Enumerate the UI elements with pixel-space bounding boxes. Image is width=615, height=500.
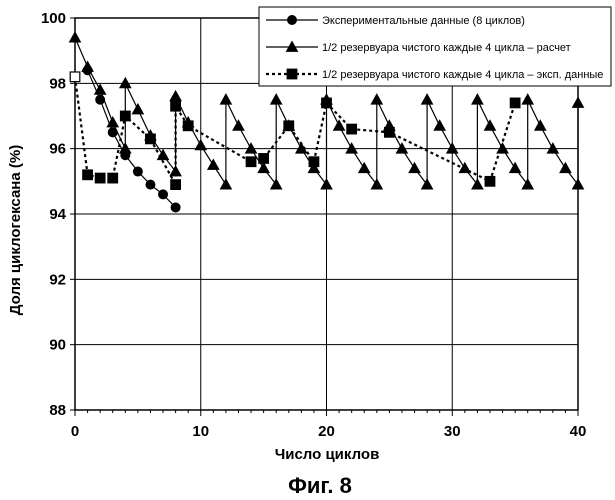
x-tick-label: 40 <box>570 423 587 440</box>
data-point-square <box>259 154 269 164</box>
data-point-triangle <box>170 91 181 101</box>
data-point-triangle <box>334 120 345 130</box>
data-point-circle <box>171 203 180 212</box>
series-1 <box>83 66 180 212</box>
data-point-triangle <box>522 94 533 104</box>
data-point-square <box>287 69 297 79</box>
data-point-circle <box>159 190 168 199</box>
data-point-triangle <box>371 94 382 104</box>
y-tick-label: 92 <box>49 271 66 288</box>
y-axis-title: Доля циклогексана (%) <box>7 145 24 315</box>
data-point-triangle <box>484 120 495 130</box>
data-point-triangle <box>82 62 93 72</box>
data-point-triangle <box>447 143 458 153</box>
x-tick-label: 10 <box>192 423 209 440</box>
data-point-square <box>385 128 395 138</box>
data-point-triangle <box>422 94 433 104</box>
data-point-square <box>183 121 193 131</box>
data-point-circle <box>133 167 142 176</box>
y-tick-label: 98 <box>49 75 66 92</box>
data-point-triangle <box>70 32 81 42</box>
data-point-triangle <box>208 160 219 170</box>
data-point-square <box>70 72 80 82</box>
x-tick-label: 20 <box>318 423 335 440</box>
legend-label: 1/2 резервуара чистого каждые 4 цикла – … <box>322 42 571 54</box>
data-point-square <box>95 173 105 183</box>
y-tick-label: 88 <box>49 402 66 419</box>
data-point-triangle <box>396 143 407 153</box>
data-point-triangle <box>547 143 558 153</box>
data-point-triangle <box>258 163 269 173</box>
data-point-triangle <box>220 179 231 189</box>
data-point-triangle <box>535 120 546 130</box>
data-point-square <box>322 98 332 108</box>
data-point-square <box>108 173 118 183</box>
data-point-square <box>146 134 156 144</box>
legend-label: 1/2 резервуара чистого каждые 4 цикла – … <box>322 69 603 81</box>
data-point-triangle <box>132 104 143 114</box>
y-tick-label: 94 <box>49 206 66 223</box>
y-tick-label: 90 <box>49 337 66 354</box>
data-point-square <box>347 124 357 134</box>
data-point-triangle <box>573 97 584 107</box>
data-point-triangle <box>220 94 231 104</box>
data-point-triangle <box>158 150 169 160</box>
x-tick-label: 0 <box>71 423 79 440</box>
data-point-triangle <box>409 163 420 173</box>
data-point-square <box>284 121 294 131</box>
data-point-triangle <box>195 140 206 150</box>
legend-label: Экспериментальные данные (8 циклов) <box>322 15 525 27</box>
data-point-circle <box>146 180 155 189</box>
y-tick-label: 96 <box>49 141 66 158</box>
data-point-square <box>246 157 256 167</box>
data-point-triangle <box>271 94 282 104</box>
figure-caption: Фиг. 8 <box>288 473 352 498</box>
data-point-circle <box>288 16 297 25</box>
data-point-square <box>510 98 520 108</box>
data-point-triangle <box>434 120 445 130</box>
data-point-square <box>309 157 319 167</box>
data-point-triangle <box>510 163 521 173</box>
data-point-triangle <box>359 163 370 173</box>
data-point-triangle <box>246 143 257 153</box>
data-point-square <box>171 101 181 111</box>
data-point-triangle <box>233 120 244 130</box>
x-tick-label: 30 <box>444 423 461 440</box>
data-point-triangle <box>120 78 131 88</box>
x-axis-title: Число циклов <box>275 446 380 463</box>
data-point-square <box>171 180 181 190</box>
data-point-square <box>121 111 131 121</box>
data-point-square <box>83 170 93 180</box>
legend: Экспериментальные данные (8 циклов) 1/2 р… <box>259 7 611 86</box>
y-tick-label: 100 <box>41 10 66 27</box>
data-point-triangle <box>560 163 571 173</box>
data-point-triangle <box>472 94 483 104</box>
data-point-square <box>485 177 495 187</box>
data-point-triangle <box>346 143 357 153</box>
